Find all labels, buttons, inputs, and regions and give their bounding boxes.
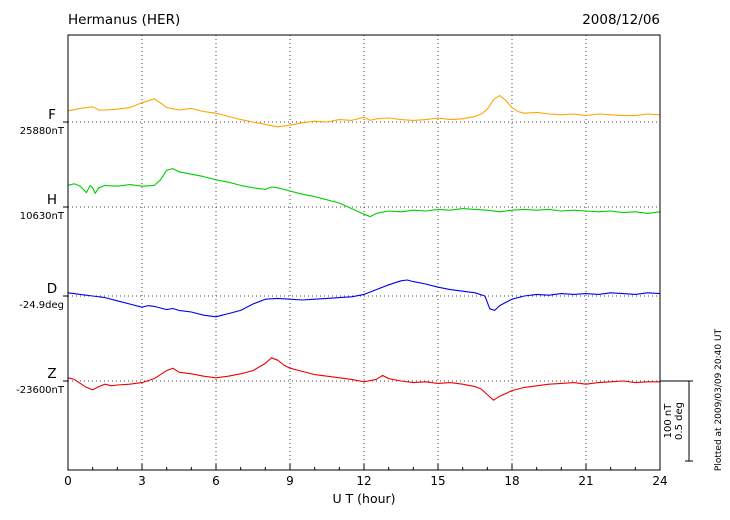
channel-label-z: Z <box>47 366 56 382</box>
x-tick-label: 18 <box>504 474 519 488</box>
channel-label-f: F <box>48 107 56 123</box>
x-tick-label: 0 <box>64 474 72 488</box>
x-tick-label: 3 <box>138 474 146 488</box>
trace-F <box>67 95 661 128</box>
plotted-at-note: Plotted at 2009/03/09 20:40 UT <box>714 328 724 471</box>
x-tick-label: 21 <box>578 474 593 488</box>
channel-baseline-f: 25880nT <box>20 126 65 137</box>
channel-label-d: D <box>47 281 57 297</box>
x-tick-label: 15 <box>430 474 445 488</box>
trace-D <box>67 279 661 318</box>
x-tick-label: 6 <box>212 474 220 488</box>
x-tick-label: 9 <box>286 474 294 488</box>
axis-layer: 0 3 6 9 12 15 18 21 24 <box>64 34 693 488</box>
channel-label-h: H <box>47 192 57 208</box>
traces-layer <box>67 95 661 401</box>
x-tick-label: 12 <box>356 474 371 488</box>
plot-border <box>67 34 661 471</box>
channel-baseline-d: -24.9deg <box>19 300 64 311</box>
trace-Z <box>67 357 661 401</box>
channel-baseline-z: -23600nT <box>16 385 65 396</box>
scale-label-nt: 100 nT <box>663 403 674 439</box>
x-tick-label: 24 <box>652 474 667 488</box>
scale-label-deg: 0.5 deg <box>674 402 685 440</box>
station-title: Hermanus (HER) <box>68 12 180 28</box>
plot-date: 2008/12/06 <box>582 12 660 28</box>
grid-layer <box>63 35 660 470</box>
channel-baseline-h: 10630nT <box>20 211 65 222</box>
x-axis-title: U T (hour) <box>332 491 395 506</box>
trace-H <box>67 168 661 218</box>
